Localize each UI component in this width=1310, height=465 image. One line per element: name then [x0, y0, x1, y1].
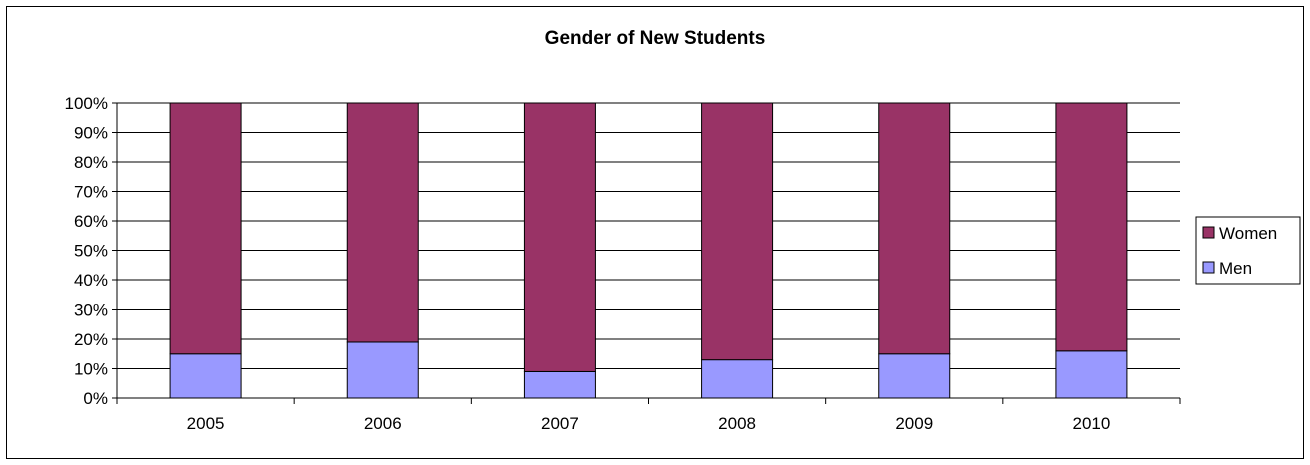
y-tick-label: 10% — [74, 360, 108, 379]
bar-segment-women-2007 — [524, 103, 595, 371]
x-tick-label: 2010 — [1073, 414, 1111, 433]
legend-label-men: Men — [1219, 259, 1252, 278]
y-tick-label: 20% — [74, 330, 108, 349]
x-tick-label: 2008 — [718, 414, 756, 433]
bar-segment-men-2009 — [879, 354, 950, 398]
x-tick-label: 2009 — [895, 414, 933, 433]
y-tick-label: 100% — [65, 94, 108, 113]
y-tick-label: 60% — [74, 212, 108, 231]
y-tick-label: 40% — [74, 271, 108, 290]
bar-segment-men-2005 — [170, 354, 241, 398]
chart-title: Gender of New Students — [545, 28, 766, 49]
x-tick-labels: 2005 2006 2007 2008 2009 2010 — [187, 414, 1111, 433]
legend-label-women: Women — [1219, 224, 1277, 243]
x-tick-label: 2005 — [187, 414, 225, 433]
y-tick-label: 0% — [83, 389, 108, 408]
y-tick-label: 90% — [74, 124, 108, 143]
x-tick-label: 2007 — [541, 414, 579, 433]
bar-segment-women-2009 — [879, 103, 950, 354]
y-tick-label: 50% — [74, 242, 108, 261]
gridlines — [117, 103, 1180, 369]
legend: Women Men — [1196, 217, 1300, 284]
y-tick-label: 30% — [74, 301, 108, 320]
legend-swatch-men — [1203, 262, 1214, 273]
bar-segment-men-2008 — [702, 360, 773, 398]
axes — [112, 103, 1180, 404]
bar-segment-women-2008 — [702, 103, 773, 360]
bar-segment-women-2006 — [347, 103, 418, 342]
bar-segment-women-2010 — [1056, 103, 1127, 351]
bar-segment-men-2010 — [1056, 351, 1127, 398]
y-tick-label: 70% — [74, 183, 108, 202]
bar-segment-women-2005 — [170, 103, 241, 354]
y-tick-label: 80% — [74, 153, 108, 172]
legend-swatch-women — [1203, 227, 1214, 238]
x-tick-label: 2006 — [364, 414, 402, 433]
bar-segment-men-2007 — [524, 371, 595, 398]
bar-segment-men-2006 — [347, 342, 418, 398]
y-tick-labels: 0% 10% 20% 30% 40% 50% 60% 70% 80% 90% 100% — [65, 94, 108, 408]
